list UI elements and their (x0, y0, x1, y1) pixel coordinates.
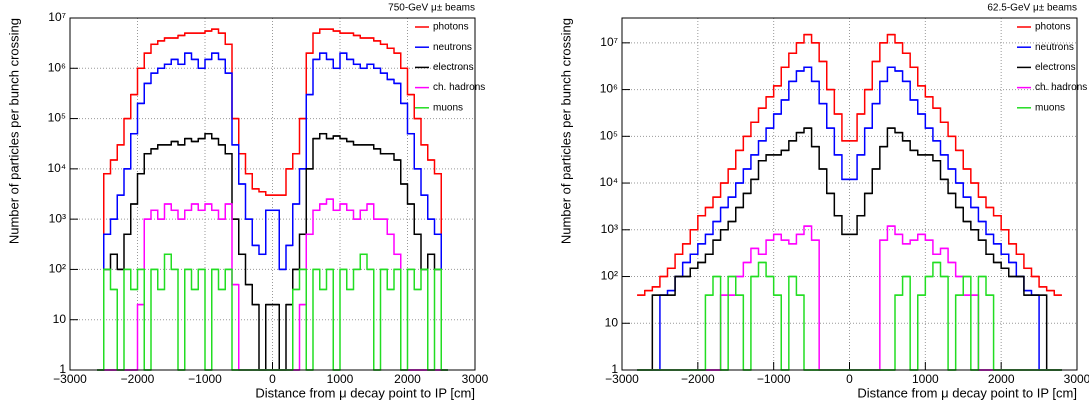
legend-label: muons (1035, 102, 1065, 113)
x-tick-label: 3000 (462, 372, 489, 386)
x-axis-label: Distance from μ decay point to IP [cm] (255, 385, 475, 400)
plot-area (622, 18, 1077, 370)
step-connector (97, 52, 448, 371)
legend-label: ch. hadrons (1035, 82, 1087, 93)
x-tick-label: −2000 (121, 372, 155, 386)
x-tick-label: 1000 (327, 372, 354, 386)
chart: 1 10 10² 10³ 10⁴ 10⁵ 10⁶ 10⁷ −3000 −2000 −1000 0 100… (558, 3, 1089, 401)
y-tick-label: 10⁵ (48, 111, 66, 125)
x-tick-label: 2000 (988, 372, 1015, 386)
plot-frame (69, 17, 476, 371)
y-axis-label: Number of particles per bunch crossing (558, 18, 573, 244)
x-tick-label: −2000 (681, 372, 715, 386)
x-axis-label: Distance from μ decay point to IP [cm] (857, 385, 1077, 400)
x-tick-label: −3000 (605, 372, 639, 386)
legend-label: electrons (433, 62, 474, 73)
y-tick-label: 10⁵ (600, 128, 618, 142)
y-tick-label: 10 (53, 312, 67, 326)
legend-label: electrons (1035, 62, 1076, 73)
legend-label: photons (433, 22, 469, 33)
y-tick-label: 10³ (601, 222, 618, 236)
step-connector (637, 66, 1062, 371)
x-tick-label: 2000 (394, 372, 421, 386)
legend-label: photons (1035, 22, 1071, 33)
y-tick-label: 1 (611, 362, 618, 376)
x-tick-label: 0 (269, 372, 276, 386)
step-connector (97, 28, 448, 371)
x-tick-label: 3000 (1064, 372, 1089, 386)
chart: 1 10 10² 10³ 10⁴ 10⁵ 10⁶ 10⁷ −3000 −2000 −1000 0 100… (6, 3, 488, 401)
y-tick-label: 10² (601, 269, 618, 283)
y-tick-label: 1 (59, 362, 66, 376)
step-connector (637, 127, 1062, 371)
plot-area (70, 18, 475, 370)
y-tick-label: 10³ (49, 211, 66, 225)
y-tick-label: 10⁶ (600, 82, 618, 96)
step-connector (637, 33, 1062, 296)
y-axis-label: Number of particles per bunch crossing (6, 18, 21, 244)
y-tick-label: 10² (49, 262, 66, 276)
y-tick-label: 10⁷ (48, 10, 66, 24)
x-tick-label: −1000 (757, 372, 791, 386)
legend-label: neutrons (1035, 42, 1074, 53)
legend-label: neutrons (433, 42, 472, 53)
x-tick-label: −1000 (188, 372, 222, 386)
y-tick-label: 10⁴ (599, 175, 618, 189)
y-tick-label: 10⁴ (47, 161, 66, 175)
annotation: 62.5-GeV μ± beams (987, 3, 1077, 14)
step-connector (97, 132, 448, 371)
x-tick-label: 1000 (912, 372, 939, 386)
x-tick-label: −3000 (53, 372, 87, 386)
x-tick-label: 0 (846, 372, 853, 386)
legend-label: ch. hadrons (433, 82, 485, 93)
y-tick-label: 10⁶ (48, 60, 66, 74)
legend-label: muons (433, 102, 463, 113)
annotation: 750-GeV μ± beams (388, 3, 475, 14)
plot-frame (621, 17, 1078, 371)
y-tick-label: 10⁷ (600, 35, 618, 49)
y-tick-label: 10 (605, 315, 619, 329)
